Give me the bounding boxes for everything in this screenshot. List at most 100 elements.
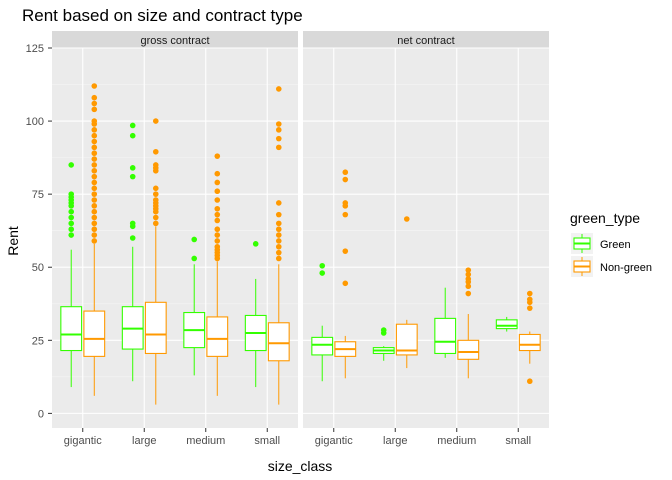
outlier-point bbox=[91, 118, 98, 124]
box-body bbox=[267, 322, 290, 362]
outlier-point bbox=[319, 270, 326, 276]
x-tick-label: gigantic bbox=[315, 435, 353, 447]
x-axis-title: size_class bbox=[268, 458, 333, 474]
outlier-point bbox=[91, 208, 98, 215]
outlier-point bbox=[342, 176, 349, 183]
box-non-green-small bbox=[518, 290, 541, 385]
panel-background bbox=[303, 48, 549, 428]
legend-label: Green bbox=[600, 239, 631, 251]
outlier-point bbox=[68, 232, 75, 238]
outlier-point bbox=[68, 208, 75, 215]
outlier-point bbox=[275, 243, 282, 250]
outlier-point bbox=[68, 214, 75, 221]
outlier-point bbox=[129, 173, 136, 180]
outlier-point bbox=[214, 205, 221, 212]
outlier-point bbox=[214, 232, 221, 238]
facet-strip bbox=[303, 31, 549, 48]
box-body bbox=[311, 336, 334, 356]
box-body bbox=[395, 323, 418, 356]
facet-strip-label: net contract bbox=[397, 35, 454, 47]
y-tick-label: 125 bbox=[26, 43, 44, 55]
outlier-point bbox=[91, 127, 98, 133]
outlier-point bbox=[214, 238, 221, 244]
outlier-point bbox=[91, 203, 98, 209]
outlier-point bbox=[91, 185, 98, 192]
box-body bbox=[434, 317, 457, 355]
outlier-point bbox=[152, 118, 159, 124]
chart-title: Rent based on size and contract type bbox=[22, 6, 303, 25]
box-body bbox=[495, 319, 518, 330]
outlier-point bbox=[214, 153, 221, 159]
outlier-point bbox=[275, 226, 282, 233]
outlier-point bbox=[91, 94, 98, 101]
outlier-point bbox=[319, 262, 326, 269]
box-green-large bbox=[121, 122, 144, 382]
y-tick-label: 75 bbox=[32, 189, 44, 201]
outlier-point bbox=[91, 162, 98, 168]
facet-strip bbox=[52, 31, 298, 48]
x-tick-label: large bbox=[383, 435, 407, 447]
outlier-point bbox=[526, 305, 533, 311]
outlier-point bbox=[129, 165, 136, 171]
outlier-point bbox=[342, 169, 349, 176]
outlier-point bbox=[129, 122, 136, 129]
box-body bbox=[60, 306, 83, 352]
box-green-large bbox=[372, 327, 395, 361]
box-green-small bbox=[244, 241, 267, 388]
legend-title: green_type bbox=[570, 210, 640, 226]
outlier-point bbox=[342, 200, 349, 206]
outlier-point bbox=[465, 283, 472, 290]
outlier-point bbox=[465, 271, 472, 278]
outlier-point bbox=[91, 220, 98, 227]
outlier-point bbox=[252, 241, 259, 247]
legend-key-green: Green bbox=[571, 233, 631, 254]
y-tick-label: 50 bbox=[32, 262, 44, 274]
outlier-point bbox=[91, 179, 98, 186]
outlier-point bbox=[91, 214, 98, 221]
facet-strip-label: gross contract bbox=[140, 35, 209, 47]
outlier-point bbox=[91, 156, 98, 162]
outlier-point bbox=[129, 235, 136, 241]
outlier-point bbox=[275, 86, 282, 92]
legend-label: Non-green bbox=[600, 262, 652, 274]
outlier-point bbox=[214, 217, 221, 224]
outlier-point bbox=[403, 216, 410, 222]
outlier-point bbox=[91, 197, 98, 203]
outlier-point bbox=[526, 296, 533, 303]
outlier-point bbox=[91, 191, 98, 197]
outlier-point bbox=[91, 83, 98, 89]
outlier-point bbox=[214, 243, 221, 250]
outlier-point bbox=[275, 121, 282, 127]
outlier-point bbox=[68, 162, 75, 168]
x-tick-label: medium bbox=[186, 435, 225, 447]
outlier-point bbox=[91, 238, 98, 244]
box-non-green-medium bbox=[457, 267, 480, 379]
box-non-green-gigantic bbox=[334, 169, 357, 379]
outlier-point bbox=[275, 200, 282, 206]
box-green-small bbox=[495, 316, 518, 332]
x-tick-label: small bbox=[254, 435, 280, 447]
outlier-point bbox=[152, 148, 159, 155]
outlier-point bbox=[68, 226, 75, 233]
outlier-point bbox=[214, 179, 221, 186]
outlier-point bbox=[342, 280, 349, 287]
outlier-point bbox=[275, 232, 282, 238]
x-tick-label: large bbox=[132, 435, 156, 447]
box-green-gigantic bbox=[60, 162, 83, 388]
outlier-point bbox=[465, 290, 472, 297]
box-body bbox=[144, 301, 167, 355]
box-green-gigantic bbox=[311, 262, 334, 382]
outlier-point bbox=[275, 211, 282, 218]
outlier-point bbox=[275, 220, 282, 227]
box-body bbox=[457, 339, 480, 360]
box-non-green-large bbox=[395, 216, 418, 369]
box-non-green-gigantic bbox=[83, 83, 106, 396]
x-tick-label: gigantic bbox=[64, 435, 102, 447]
outlier-point bbox=[152, 214, 159, 221]
y-tick-label: 0 bbox=[38, 408, 44, 420]
outlier-point bbox=[91, 173, 98, 180]
x-tick-label: medium bbox=[437, 435, 476, 447]
outlier-point bbox=[91, 138, 98, 145]
outlier-point bbox=[68, 191, 75, 197]
outlier-point bbox=[91, 132, 98, 139]
